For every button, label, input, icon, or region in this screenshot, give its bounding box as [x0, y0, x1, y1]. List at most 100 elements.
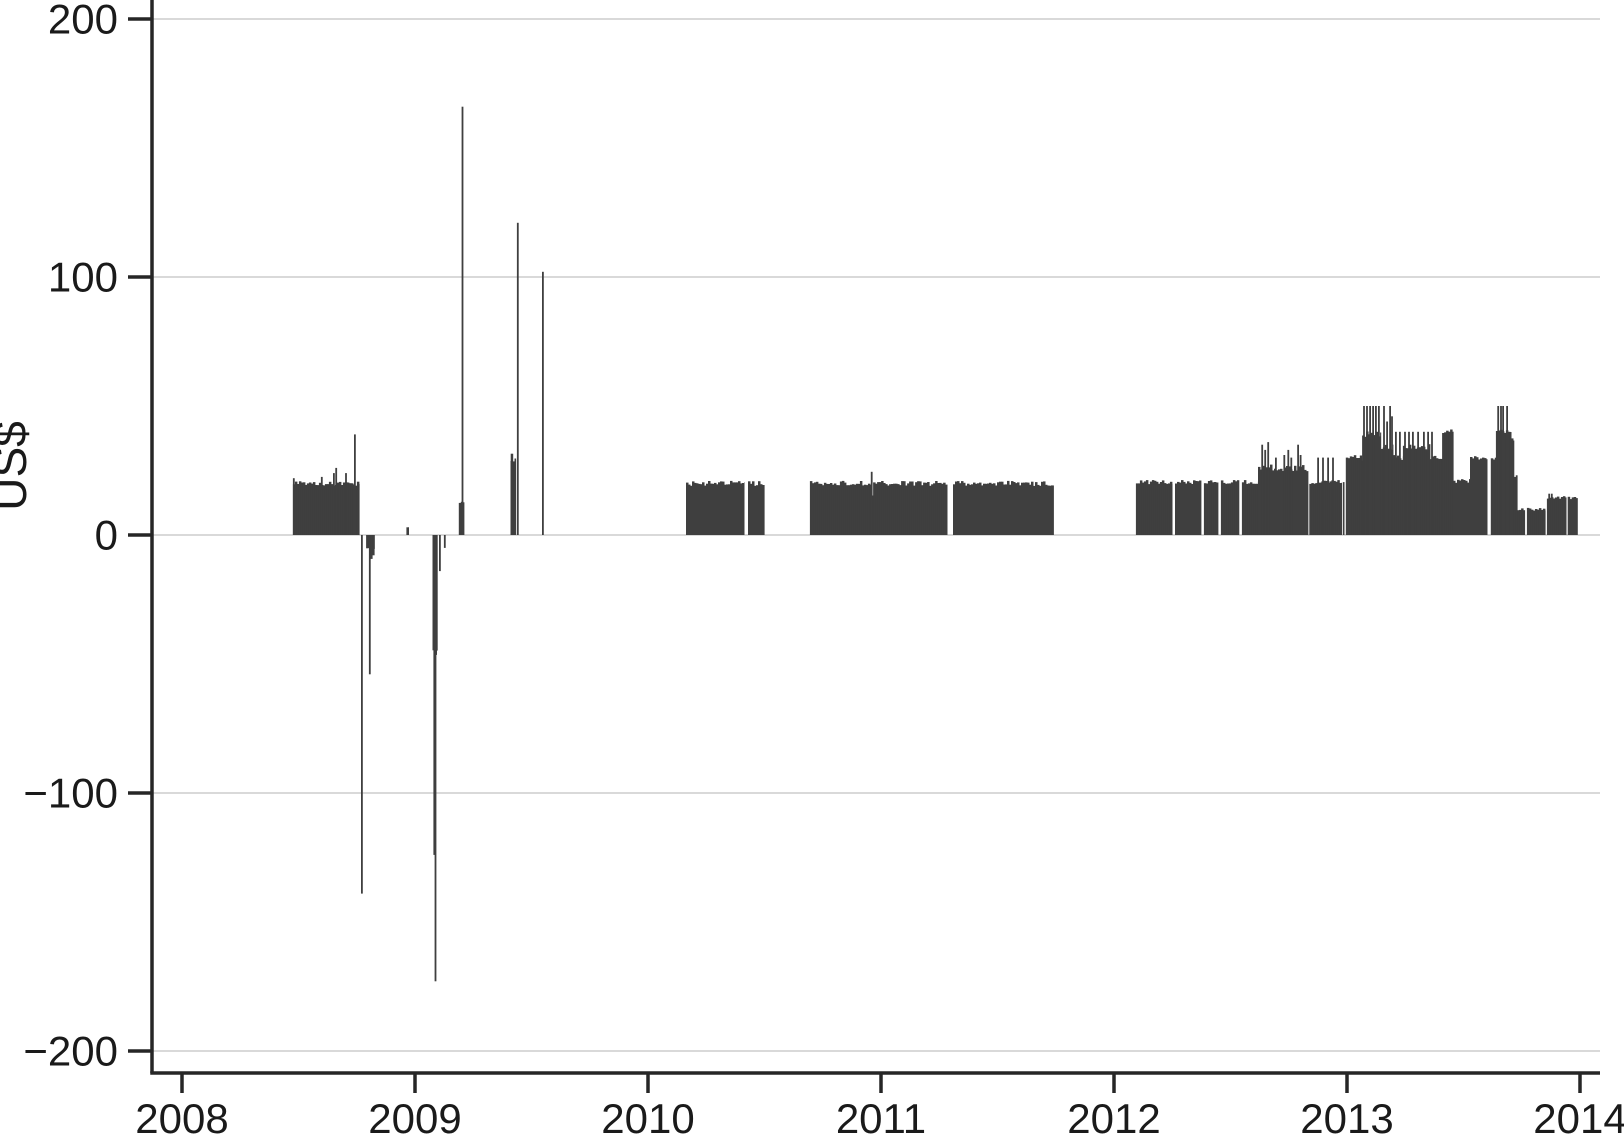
bar-segment-23 [1400, 459, 1404, 535]
bar-segment-17 [1284, 467, 1287, 535]
bar-segment-1 [370, 535, 373, 559]
bar-segment-11 [1043, 481, 1046, 535]
bar-segment-6 [694, 482, 697, 535]
bar-segment-0 [356, 481, 360, 535]
bar-segment-17 [1304, 469, 1307, 535]
bar-segment-10 [883, 483, 886, 535]
bar-segment-11 [995, 485, 998, 535]
bar-segment-17 [1262, 465, 1265, 535]
bar-segment-0 [348, 483, 352, 535]
bar-segment-0 [328, 481, 332, 535]
bar-segment-11 [955, 481, 958, 535]
bar-segment-33 [1517, 510, 1520, 535]
bar-segment-36 [1573, 497, 1577, 535]
bar-segment-10 [917, 481, 920, 535]
bar-segment-7 [762, 485, 765, 535]
bar-segment-6 [718, 482, 721, 535]
x-tick-label-2009: 2009 [368, 1095, 461, 1142]
bar-segment-1 [366, 535, 369, 549]
bar-segment-10 [933, 483, 936, 535]
bar-segment-13 [1199, 480, 1202, 535]
bar-segment-6 [696, 483, 699, 535]
bar-spike-2008.742 [354, 434, 356, 535]
bar-segment-8 [817, 483, 821, 535]
bar-spike-2013.687 [1506, 406, 1508, 535]
bar-spike-2013.348 [1427, 431, 1429, 535]
bar-segment-11 [993, 483, 996, 535]
bar-segment-21 [1380, 432, 1382, 535]
bar-segment-11 [1015, 483, 1018, 535]
bar-segment-16 [1247, 483, 1251, 535]
bar-segment-0 [308, 482, 312, 535]
bar-segment-7 [756, 485, 759, 535]
bar-segment-8 [857, 483, 861, 535]
bar-segment-11 [963, 482, 966, 535]
bar-segment-13 [1187, 481, 1190, 535]
bar-segment-18 [1315, 483, 1318, 535]
bar-segment-8 [839, 481, 843, 535]
bar-segment-6 [714, 482, 717, 535]
bar-segment-0 [296, 484, 300, 535]
bar-segment-10 [875, 483, 878, 535]
bar-segment-7 [752, 481, 755, 535]
bar-spike-2013.086 [1366, 406, 1368, 535]
bar-segment-14 [1209, 480, 1213, 535]
bar-segment-10 [879, 482, 882, 535]
bar-segment-5 [512, 461, 515, 535]
bar-segment-11 [1049, 485, 1052, 535]
bar-segment-12 [1141, 482, 1145, 535]
bar-segment-11 [1021, 482, 1024, 535]
bar-segment-21 [1370, 432, 1373, 535]
bar-segment-6 [722, 481, 725, 535]
bar-segment-7 [758, 481, 761, 535]
bar-spike-2008.704 [345, 473, 347, 535]
bar-segment-30 [1495, 431, 1499, 535]
bar-segment-18 [1323, 480, 1326, 535]
bar-spike-2008.48 [292, 478, 295, 535]
bar-spike-2013.073 [1363, 406, 1365, 535]
bar-spike-2013.137 [1378, 406, 1380, 535]
bar-segment-6 [712, 483, 715, 535]
bar-spike-2012.662 [1267, 442, 1270, 535]
bar-spike-2009.204 [461, 106, 464, 535]
bar-segment-8 [845, 485, 849, 535]
bar-segment-6 [726, 484, 729, 535]
bar-segment-11 [977, 483, 980, 535]
bar-segment-11 [1053, 485, 1054, 535]
bar-segment-11 [997, 482, 1000, 535]
bar-segment-1 [372, 535, 375, 556]
bar-segment-11 [1007, 480, 1010, 535]
bar-segment-15 [1234, 481, 1238, 535]
bar-segment-10 [891, 484, 894, 535]
bar-segment-11 [1025, 482, 1028, 535]
bar-segment-24 [1428, 444, 1431, 535]
bar-segment-21 [1364, 436, 1367, 535]
bar-segment-11 [1003, 484, 1006, 535]
bar-segment-6 [734, 482, 737, 535]
bar-spike-2012.761 [1290, 457, 1293, 535]
bar-segment-11 [1031, 481, 1034, 535]
bar-segment-10 [881, 481, 884, 535]
bar-spike-2013.305 [1417, 431, 1419, 535]
bar-spike-2013.193 [1391, 416, 1393, 535]
bar-segment-27 [1465, 480, 1468, 535]
bar-segment-15 [1226, 483, 1230, 535]
x-tick-label-2014: 2014 [1533, 1095, 1624, 1142]
bar-spike-2008.772 [361, 535, 363, 894]
bar-segment-6 [732, 482, 735, 535]
y-axis-title: US$ [0, 421, 36, 510]
bar-segment-28 [1470, 457, 1473, 535]
bar-segment-11 [1029, 484, 1032, 535]
bar-segment-27 [1469, 479, 1471, 535]
bar-segment-25 [1433, 455, 1437, 535]
bar-segment-18 [1319, 482, 1322, 535]
bar-segment-29 [1492, 459, 1496, 535]
bar-spike-2009.083 [433, 535, 436, 855]
bar-segment-11 [971, 484, 974, 535]
bar-segment-6 [736, 482, 739, 535]
bar-segment-10 [919, 481, 922, 535]
bar-segment-17 [1298, 466, 1301, 535]
bar-segment-10 [889, 484, 892, 535]
bar-segment-11 [1051, 485, 1054, 535]
bar-segment-8 [823, 482, 827, 535]
